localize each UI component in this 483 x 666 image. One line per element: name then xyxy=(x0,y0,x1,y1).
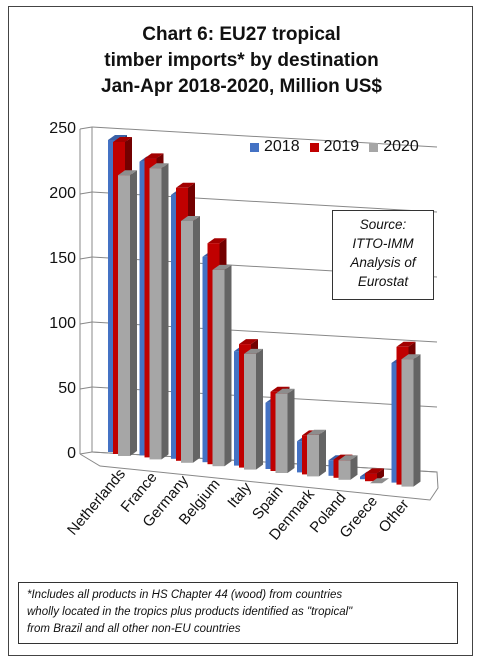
legend-label-2019: 2019 xyxy=(323,138,360,155)
bar-2020-spain xyxy=(275,393,288,473)
bar-2020-france xyxy=(149,168,162,460)
bar-2020-germany xyxy=(181,221,193,463)
gridline xyxy=(79,191,93,195)
bar-side-2020-denmark xyxy=(319,429,326,477)
bar-top-2019-greece xyxy=(365,468,384,474)
bar-top-2020-france xyxy=(149,163,169,169)
gridline xyxy=(91,126,438,148)
bar-2020-italy xyxy=(244,353,256,470)
x-tick-label: Italy xyxy=(224,479,255,511)
y-tick-label: 100 xyxy=(49,315,76,332)
legend-label-2020: 2020 xyxy=(383,138,419,155)
legend-swatch-2018 xyxy=(250,142,259,152)
bar-top-2020-netherlands xyxy=(118,170,137,176)
footnote-line-1: *Includes all products in HS Chapter 44 … xyxy=(27,589,343,601)
bar-top-2020-denmark xyxy=(307,429,326,435)
bar-2020-netherlands xyxy=(118,175,130,456)
bar-top-2020-poland xyxy=(338,455,358,461)
bar-2019-greece xyxy=(365,473,377,482)
y-tick-label: 200 xyxy=(49,185,76,202)
bar-top-2019-germany xyxy=(176,182,195,188)
bar-top-2020-belgium xyxy=(212,264,232,270)
title-line-1: Chart 6: EU27 tropical xyxy=(142,24,341,45)
source-line-1: Source: xyxy=(359,217,407,232)
y-tick-label: 50 xyxy=(58,380,76,397)
bar-side-2020-spain xyxy=(287,388,295,473)
bar-top-2019-spain xyxy=(270,386,290,392)
y-tick-label: 0 xyxy=(67,445,76,462)
bar-top-2019-other xyxy=(396,341,416,347)
title-line-2: timber imports* by destination xyxy=(104,50,379,71)
legend: 2018 2019 2020 xyxy=(250,138,419,156)
bar-side-2019-greece xyxy=(377,468,384,482)
legend-label-2018: 2018 xyxy=(264,138,300,155)
bar-side-2020-poland xyxy=(350,455,358,480)
y-tick-label: 150 xyxy=(49,250,76,267)
bar-top-2020-other xyxy=(401,354,421,360)
bar-side-2020-france xyxy=(161,163,169,460)
gridline xyxy=(79,256,93,260)
gridline xyxy=(79,126,93,130)
bar-top-2020-germany xyxy=(181,216,200,221)
source-line-3: Analysis of xyxy=(350,255,416,270)
bar-2020-other xyxy=(401,359,414,487)
bar-2020-belgium xyxy=(212,269,225,467)
source-box: Source: ITTO-IMM Analysis of Eurostat xyxy=(332,210,434,300)
bar-top-2019-belgium xyxy=(207,238,227,244)
bar-top-2020-italy xyxy=(244,348,263,354)
y-tick-label: 250 xyxy=(49,120,76,137)
footnote-line-2: wholly located in the tropics plus produ… xyxy=(27,606,353,618)
footnote: *Includes all products in HS Chapter 44 … xyxy=(18,582,458,644)
gridline xyxy=(79,321,93,325)
bar-2020-poland xyxy=(338,460,351,480)
gridline xyxy=(79,451,93,455)
bar-side-2020-italy xyxy=(256,348,263,470)
bar-side-2020-other xyxy=(413,354,421,487)
legend-item-2020: 2020 xyxy=(369,138,419,156)
bar-top-2019-italy xyxy=(239,339,258,345)
bar-top-2020-greece xyxy=(370,478,389,484)
bar-side-2020-netherlands xyxy=(130,170,137,456)
source-line-4: Eurostat xyxy=(357,274,409,289)
bar-top-2019-netherlands xyxy=(113,137,132,142)
source-line-2: ITTO-IMM xyxy=(352,236,414,251)
bar-top-2018-netherlands xyxy=(108,135,127,140)
legend-item-2019: 2019 xyxy=(309,138,360,156)
x-tick-label: Other xyxy=(375,496,412,536)
bar-2020-denmark xyxy=(307,434,319,477)
bar-top-2019-france xyxy=(144,153,164,159)
gridline xyxy=(79,386,93,390)
footnote-line-3: from Brazil and all other non-EU countri… xyxy=(27,623,241,635)
chart-title: Chart 6: EU27 tropical timber imports* b… xyxy=(0,22,483,100)
legend-item-2018: 2018 xyxy=(250,138,300,156)
bar-top-2020-spain xyxy=(275,388,295,394)
legend-swatch-2020 xyxy=(369,142,379,152)
title-line-3: Jan-Apr 2018-2020, Million US$ xyxy=(101,76,382,97)
bar-side-2020-germany xyxy=(193,216,200,463)
bar-side-2020-belgium xyxy=(224,264,232,467)
legend-swatch-2019 xyxy=(309,142,319,152)
